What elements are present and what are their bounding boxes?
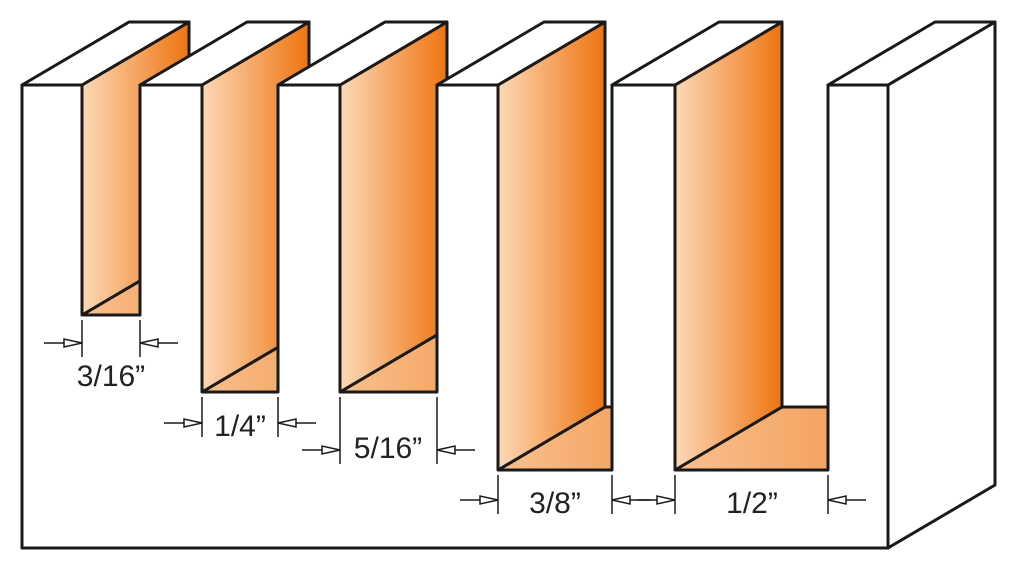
dimension-arrowhead	[436, 445, 456, 455]
dimension-label: 1/2”	[726, 487, 778, 520]
dimension-arrowhead	[63, 338, 83, 348]
dimension-arrowhead	[321, 445, 341, 455]
dimension-arrowhead	[827, 495, 847, 505]
dimension-arrowhead	[277, 418, 297, 428]
dimension-arrowhead	[611, 495, 631, 505]
slot-wall	[338, 20, 449, 394]
dimension-label: 1/4”	[214, 410, 266, 443]
slot-wall	[496, 20, 607, 472]
dimension-arrowhead	[139, 338, 159, 348]
dimension-label: 3/16”	[77, 360, 145, 393]
dimension-arrowhead	[183, 418, 203, 428]
block-side	[886, 20, 997, 550]
block	[20, 20, 997, 550]
slot-wall	[673, 20, 784, 472]
block-front	[20, 83, 890, 550]
dimension-arrowhead	[656, 495, 676, 505]
dimension-label: 5/16”	[354, 432, 422, 465]
dimensions: 3/16” 1/4” 5/16” 3/8” 1/2”	[44, 320, 866, 520]
dimension-arrowhead	[479, 495, 499, 505]
dimension-label: 3/8”	[529, 487, 581, 520]
